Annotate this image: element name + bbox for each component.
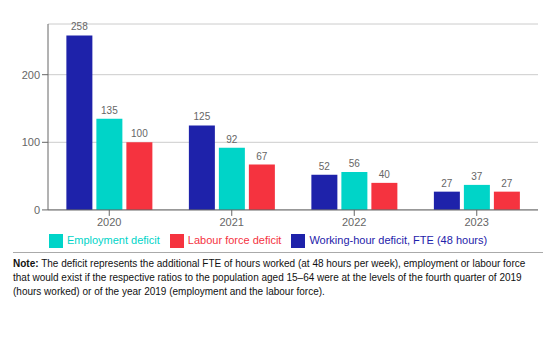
svg-text:56: 56	[349, 158, 361, 169]
svg-text:2021: 2021	[220, 216, 244, 228]
svg-text:135: 135	[101, 105, 118, 116]
svg-text:27: 27	[441, 178, 453, 189]
svg-text:258: 258	[71, 21, 88, 32]
svg-text:100: 100	[22, 136, 40, 148]
html-text:Employment deficit: Employment deficit	[66, 233, 160, 246]
html-text:Labour force deficit: Labour force deficit	[187, 233, 282, 246]
svg-text:40: 40	[379, 169, 391, 180]
svg-text:2023: 2023	[465, 216, 489, 228]
html-text:Working-hour deficit, FTE (48: Working-hour deficit, FTE (48 hours)	[309, 233, 488, 246]
svg-text:100: 100	[131, 128, 148, 139]
svg-text:0: 0	[34, 204, 40, 216]
svg-text:52: 52	[319, 161, 331, 172]
svg-text:2022: 2022	[342, 216, 366, 228]
svg-text:200: 200	[22, 69, 40, 81]
svg-text:37: 37	[471, 171, 483, 182]
html-text:Note: The deficit represents t: Note: The deficit represents the additio…	[13, 258, 526, 297]
svg-text:2020: 2020	[97, 216, 121, 228]
svg-text:27: 27	[501, 178, 513, 189]
svg-text:125: 125	[194, 111, 211, 122]
svg-text:67: 67	[256, 151, 268, 162]
svg-text:92: 92	[226, 134, 238, 145]
